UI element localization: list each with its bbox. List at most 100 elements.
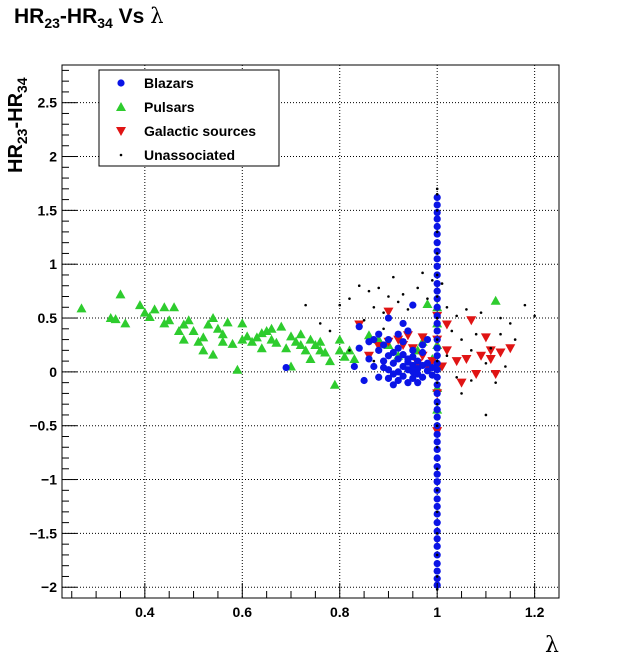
- blazars-point: [433, 208, 441, 217]
- pulsars-point: [266, 323, 277, 333]
- unassociated-point: [401, 293, 405, 296]
- pulsars-point: [237, 334, 248, 344]
- x-tick-label: 1: [433, 604, 441, 620]
- pulsars-point: [164, 315, 175, 325]
- blazars-point: [433, 222, 441, 231]
- galactic-sources-point: [427, 357, 438, 367]
- blazars-point: [404, 355, 412, 363]
- unassociated-point: [489, 346, 493, 350]
- unassociated-point: [357, 284, 361, 288]
- blazars-point: [433, 312, 441, 320]
- unassociated-point: [435, 338, 439, 341]
- blazars-point: [375, 330, 383, 338]
- blazars-point: [433, 247, 441, 255]
- unassociated-point: [469, 349, 473, 352]
- pulsars-point: [271, 337, 282, 347]
- unassociated-point: [435, 467, 439, 471]
- blazars-point: [433, 279, 441, 288]
- blazars-point: [370, 362, 378, 371]
- pulsars-point: [183, 315, 194, 325]
- blazars-point: [433, 567, 441, 575]
- unassociated-point: [484, 361, 488, 365]
- pulsars-point: [208, 313, 219, 323]
- unassociated-point: [328, 329, 332, 333]
- blazars-point: [399, 338, 407, 346]
- unassociated-point: [435, 553, 439, 557]
- legend-label-unassociated: Unassociated: [144, 147, 235, 163]
- unassociated-point: [318, 322, 322, 325]
- galactic-sources-point: [417, 333, 428, 343]
- pulsars-point: [134, 300, 145, 310]
- y-tick-label: −1: [41, 472, 57, 488]
- blazars-point: [433, 230, 441, 238]
- blazars-point: [433, 327, 441, 335]
- blazars-point: [414, 379, 422, 387]
- y-tick-label: 2.5: [38, 95, 58, 111]
- pulsars-point: [139, 307, 150, 317]
- unassociated-point: [435, 230, 439, 234]
- pulsars-point: [256, 343, 267, 353]
- y-tick-label: 0: [49, 364, 57, 380]
- y-axis-label: HR23-HR34: [5, 77, 30, 173]
- legend: Blazars Pulsars Galactic sources Unassociat…: [98, 69, 280, 167]
- blazars-point: [433, 438, 441, 446]
- galactic-sources-point: [505, 344, 516, 354]
- legend-marker-unassociated: [119, 153, 123, 157]
- unassociated-point: [450, 329, 454, 333]
- pulsars-point: [144, 311, 155, 321]
- blazars-point: [433, 352, 441, 360]
- pulsars-point: [120, 318, 131, 328]
- unassociated-point: [435, 510, 439, 514]
- unassociated-point: [435, 295, 439, 298]
- pulsars-point: [315, 345, 326, 355]
- unassociated-point: [533, 314, 536, 318]
- blazars-point: [433, 519, 441, 527]
- pulsars-point: [110, 314, 121, 324]
- blazars-point: [389, 359, 397, 367]
- unassociated-point: [431, 279, 434, 282]
- pulsars-point: [198, 332, 209, 342]
- blazars-point: [423, 335, 432, 344]
- unassociated-point: [435, 209, 439, 212]
- blazars-point: [394, 344, 402, 352]
- unassociated-point: [382, 311, 385, 314]
- unassociated-point: [513, 338, 517, 341]
- legend-marker-pulsars: [116, 102, 126, 111]
- pulsars-point: [334, 345, 345, 355]
- x-axis-label: λ: [545, 633, 559, 658]
- pulsars-point: [305, 353, 316, 363]
- galactic-sources-point: [456, 378, 467, 388]
- blazars-point: [433, 445, 441, 454]
- blazars-point: [418, 348, 427, 357]
- unassociated-point: [494, 381, 497, 384]
- pulsars-point: [290, 336, 301, 346]
- blazars-point: [433, 381, 441, 389]
- plot-frame: [61, 64, 560, 599]
- y-tick-label: 1: [49, 256, 57, 272]
- pulsars-point: [315, 336, 326, 346]
- pulsars-point: [339, 351, 350, 361]
- galactic-sources-point: [466, 316, 477, 326]
- blazars-point: [365, 355, 373, 363]
- pulsars-point: [222, 317, 233, 327]
- blazars-point: [409, 374, 417, 382]
- blazars-point: [384, 374, 393, 382]
- blazars-point: [409, 361, 417, 370]
- pulsars-point: [212, 323, 223, 333]
- unassociated-point: [435, 575, 439, 578]
- pulsars-point: [422, 299, 433, 309]
- unassociated-point: [435, 252, 439, 255]
- blazars-point: [433, 495, 441, 503]
- pulsars-point: [490, 295, 501, 305]
- pulsars-point: [188, 325, 199, 335]
- unassociated-point: [392, 275, 395, 279]
- unassociated-point: [435, 445, 439, 449]
- x-tick-label: 0.4: [135, 604, 155, 620]
- y-tick-label: −2: [41, 579, 57, 595]
- blazars-point: [384, 335, 393, 344]
- unassociated-point: [396, 300, 400, 304]
- blazars-point: [433, 344, 441, 352]
- pulsars-point: [178, 334, 189, 344]
- unassociated-point: [460, 338, 463, 341]
